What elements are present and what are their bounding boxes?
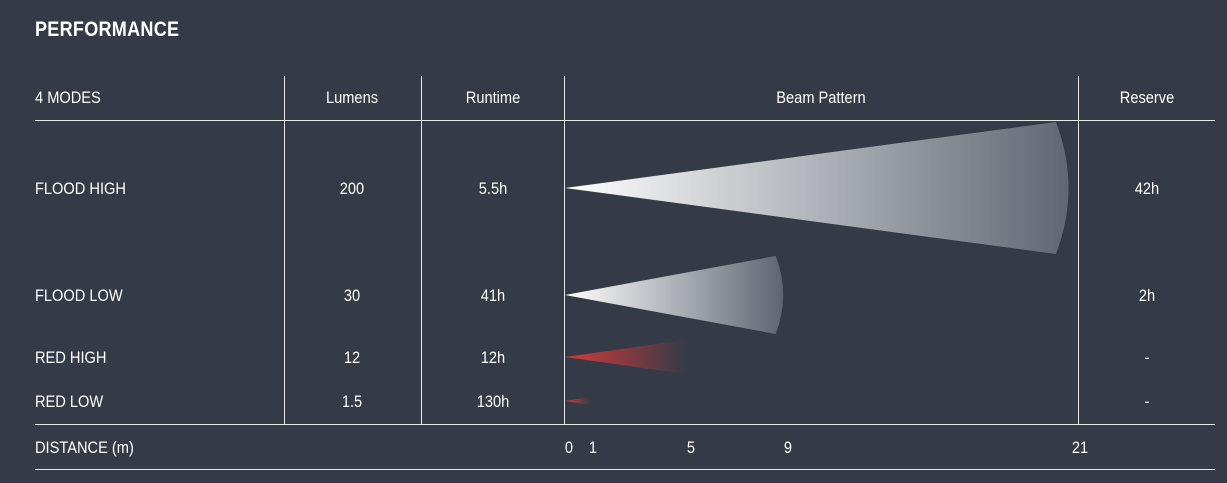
- header-beam-pattern: Beam Pattern: [776, 88, 866, 107]
- row-mode: FLOOD HIGH: [35, 179, 126, 198]
- beam-red-high: [565, 340, 689, 374]
- row-lumens: 1.5: [341, 392, 363, 411]
- column-divider-beam: [564, 76, 565, 424]
- header-divider: [35, 120, 1215, 121]
- distance-tick-label: 5: [686, 438, 695, 457]
- column-divider-reserve: [1078, 76, 1079, 424]
- row-runtime: 130h: [476, 392, 510, 411]
- beam-flood-low: [565, 256, 784, 334]
- distance-tick-label: 21: [1072, 438, 1089, 457]
- distance-tick-label: 9: [784, 438, 793, 457]
- row-mode: RED LOW: [35, 392, 104, 411]
- distance-tick-label: 0: [564, 438, 574, 457]
- row-reserve: 2h: [1138, 286, 1156, 305]
- column-divider-lumens: [284, 76, 285, 424]
- column-divider-runtime: [421, 76, 422, 424]
- beam-red-low: [565, 397, 593, 405]
- row-reserve: -: [1144, 348, 1150, 367]
- row-runtime: 41h: [480, 286, 506, 305]
- row-runtime: 5.5h: [478, 179, 508, 198]
- header-modes: 4 MODES: [35, 88, 101, 107]
- row-mode: RED HIGH: [35, 348, 107, 367]
- footer-divider: [35, 469, 1215, 470]
- header-reserve: Reserve: [1119, 88, 1175, 107]
- distance-tick-label: 1: [589, 438, 598, 457]
- row-mode: FLOOD LOW: [35, 286, 123, 305]
- header-runtime: Runtime: [465, 88, 521, 107]
- beam-flood-high: [565, 122, 1069, 254]
- distance-axis-label: DISTANCE (m): [35, 438, 134, 457]
- row-reserve: 42h: [1134, 179, 1160, 198]
- body-divider: [35, 424, 1215, 425]
- row-lumens: 200: [339, 179, 365, 198]
- row-lumens: 12: [343, 348, 361, 367]
- row-runtime: 12h: [480, 348, 506, 367]
- header-lumens: Lumens: [325, 88, 379, 107]
- row-lumens: 30: [343, 286, 361, 305]
- row-reserve: -: [1144, 392, 1150, 411]
- section-title: PERFORMANCE: [35, 18, 180, 41]
